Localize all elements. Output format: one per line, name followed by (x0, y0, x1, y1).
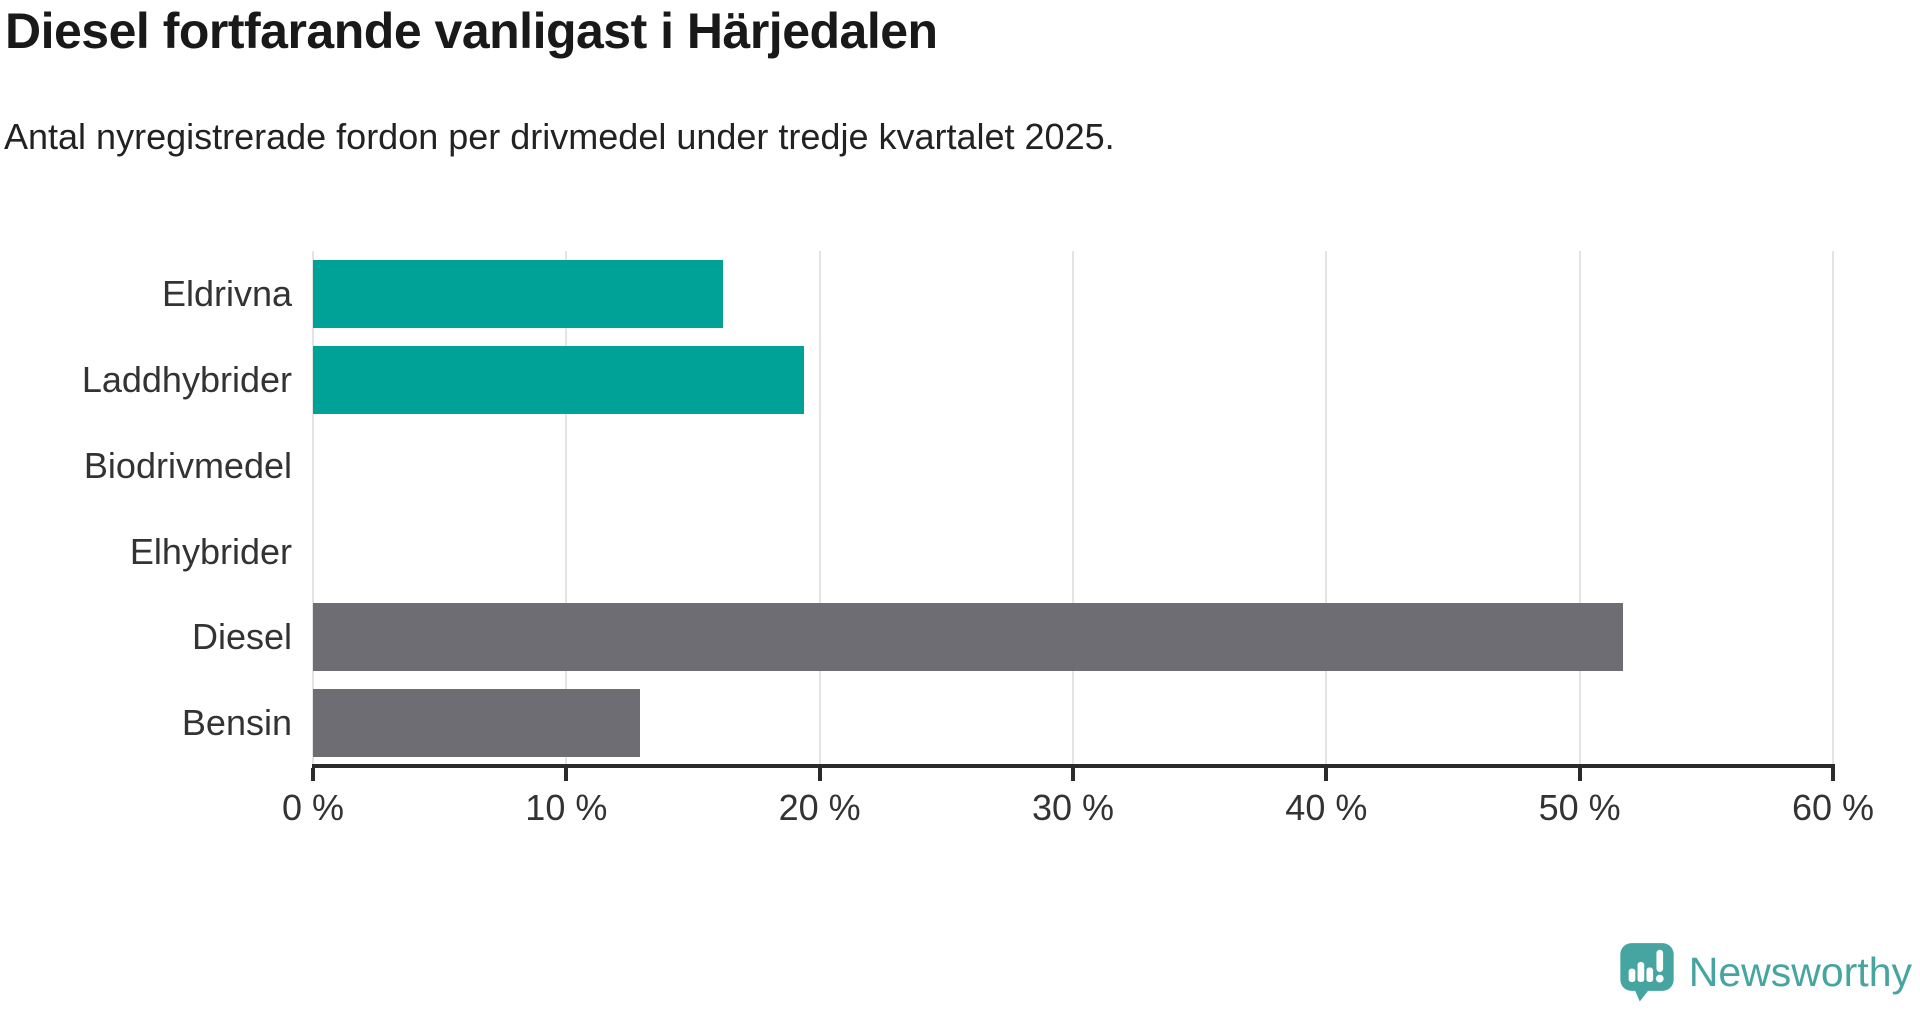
category-label-diesel: Diesel (191, 616, 292, 658)
gridline-60 (1832, 251, 1834, 764)
x-tick-label-50: 50 % (1538, 787, 1621, 828)
category-label-laddhybrider: Laddhybrider (81, 358, 292, 400)
category-label-biodrivmedel: Biodrivmedel (83, 444, 292, 486)
x-tick-40 (1324, 768, 1329, 781)
x-tick-label-60: 60 % (1791, 787, 1875, 828)
category-label-bensin: Bensin (181, 702, 292, 744)
category-labels: Eldrivna Laddhybrider Biodrivmedel Elhybrid… (0, 251, 292, 766)
x-tick-label-20: 20 % (778, 787, 861, 828)
chart-subtitle: Antal nyregistrerade fordon per drivmede… (4, 116, 1115, 157)
bar-bensin (313, 689, 640, 758)
bar-eldrivna (313, 259, 724, 328)
x-tick-10 (564, 768, 569, 781)
x-tick-50 (1577, 768, 1582, 781)
x-tick-label-30: 30 % (1031, 787, 1115, 828)
gridline-40 (1325, 251, 1328, 764)
bar-diesel (313, 603, 1623, 672)
gridline-20 (818, 251, 821, 764)
bar-chart-plot-area: 0 % 10 % 20 % 30 % 40 % 50 % 60 % (282, 251, 1874, 828)
x-tick-20 (817, 768, 822, 781)
gridline-50 (1578, 251, 1581, 764)
x-tick-0 (311, 768, 315, 781)
category-label-elhybrider: Elhybrider (129, 530, 292, 572)
gridline-0 (312, 251, 314, 764)
newsworthy-logo: Newsworthy (1619, 942, 1912, 1002)
x-axis-line (312, 764, 1835, 768)
bar-laddhybrider (313, 345, 805, 414)
x-tick-label-40: 40 % (1285, 787, 1368, 828)
chart-title: Diesel fortfarande vanligast i Härjedale… (5, 3, 938, 59)
x-tick-label-10: 10 % (525, 787, 608, 828)
gridline-30 (1072, 251, 1074, 764)
gridline-10 (565, 251, 568, 764)
x-tick-60 (1831, 768, 1835, 781)
newsworthy-speech-bubble-icon (1620, 943, 1674, 1002)
newsworthy-logo-text: Newsworthy (1688, 948, 1912, 995)
x-tick-label-0: 0 % (281, 787, 345, 828)
x-tick-30 (1071, 768, 1075, 781)
category-label-eldrivna: Eldrivna (161, 273, 292, 314)
